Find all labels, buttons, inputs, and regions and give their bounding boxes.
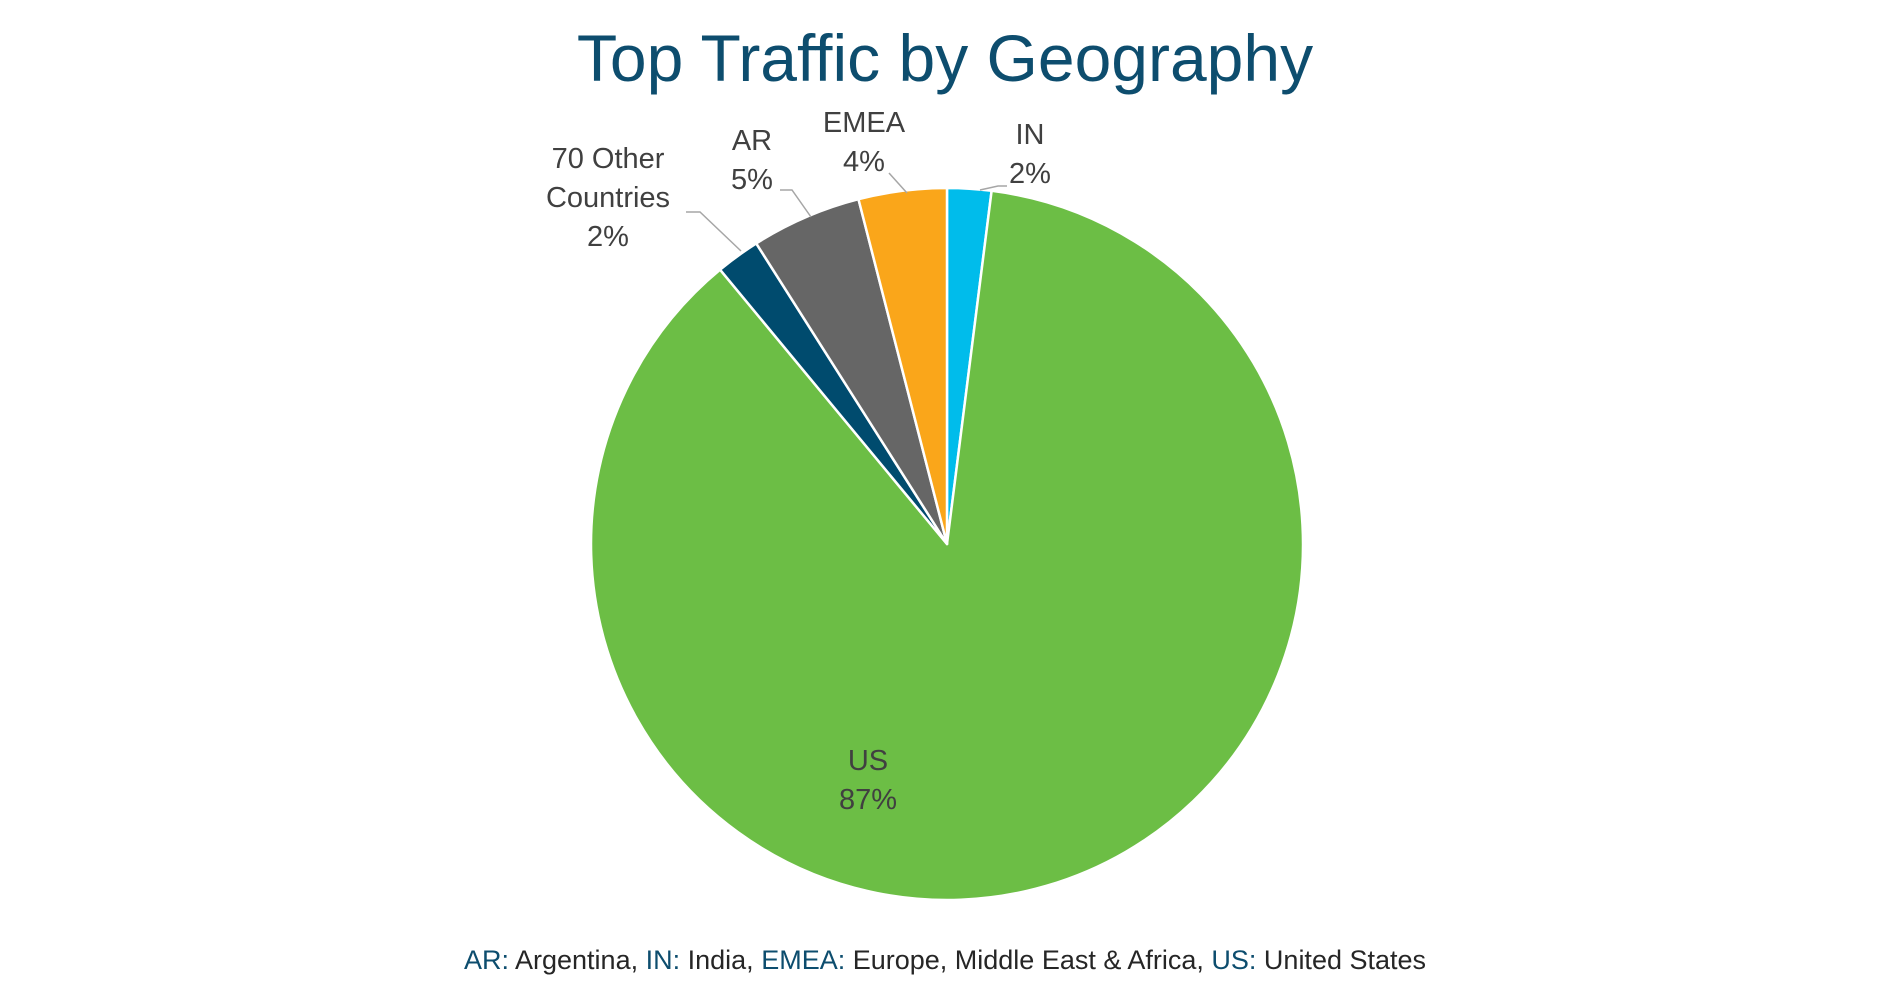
leader-line-emea [888, 172, 908, 194]
slice-category-us: US [848, 745, 888, 777]
slice-value-ar: 5% [731, 164, 773, 196]
leader-line-in [979, 185, 1007, 191]
footnote-name-emea: Europe, Middle East & Africa, [845, 945, 1212, 975]
footnote-abbr-us: US: [1211, 945, 1257, 975]
slice-category-emea: EMEA [823, 107, 906, 139]
footnote-abbr-emea: EMEA: [761, 945, 846, 975]
footnote-abbr-in: IN: [645, 945, 681, 975]
pie-slice-emea [857, 186, 949, 546]
footnote-name-in: India, [680, 945, 762, 975]
leader-line-70-other-countries [686, 211, 742, 252]
footnote-abbr-ar: AR: [463, 945, 509, 975]
footnote-name-us: United States [1256, 945, 1427, 975]
leader-lines [686, 172, 1007, 252]
slice-value-70-other-countries: 2% [587, 221, 629, 253]
pie-slices [589, 186, 1305, 902]
slice-value-in: 2% [1009, 158, 1051, 190]
slice-labels: IN 2% US 87% 70 Other Countries 2% AR 5% EMEA 4% [546, 107, 1051, 816]
chart-title: Top Traffic by Geography [576, 21, 1314, 95]
footnote-name-ar: Argentina, [509, 945, 646, 975]
slice-value-us: 87% [839, 784, 897, 816]
slice-category-ar: AR [732, 125, 772, 157]
data-label-in: IN 2% [1009, 119, 1051, 190]
slice-category-70-other-countries: 70 Other [552, 143, 665, 175]
leader-line-ar [780, 189, 812, 218]
data-label-us: US 87% [839, 745, 897, 816]
data-label-70-other-countries: 70 Other Countries 2% [546, 143, 670, 253]
pie-slice-us [589, 189, 1305, 902]
slice-category-70-other-countries: Countries [546, 182, 670, 214]
slice-category-in: IN [1016, 119, 1045, 151]
data-label-emea: EMEA 4% [823, 107, 906, 178]
abbreviation-footnote: AR: Argentina, IN: India, EMEA: Europe, … [0, 943, 1890, 977]
data-label-ar: AR 5% [731, 125, 773, 196]
slice-value-emea: 4% [843, 146, 885, 178]
